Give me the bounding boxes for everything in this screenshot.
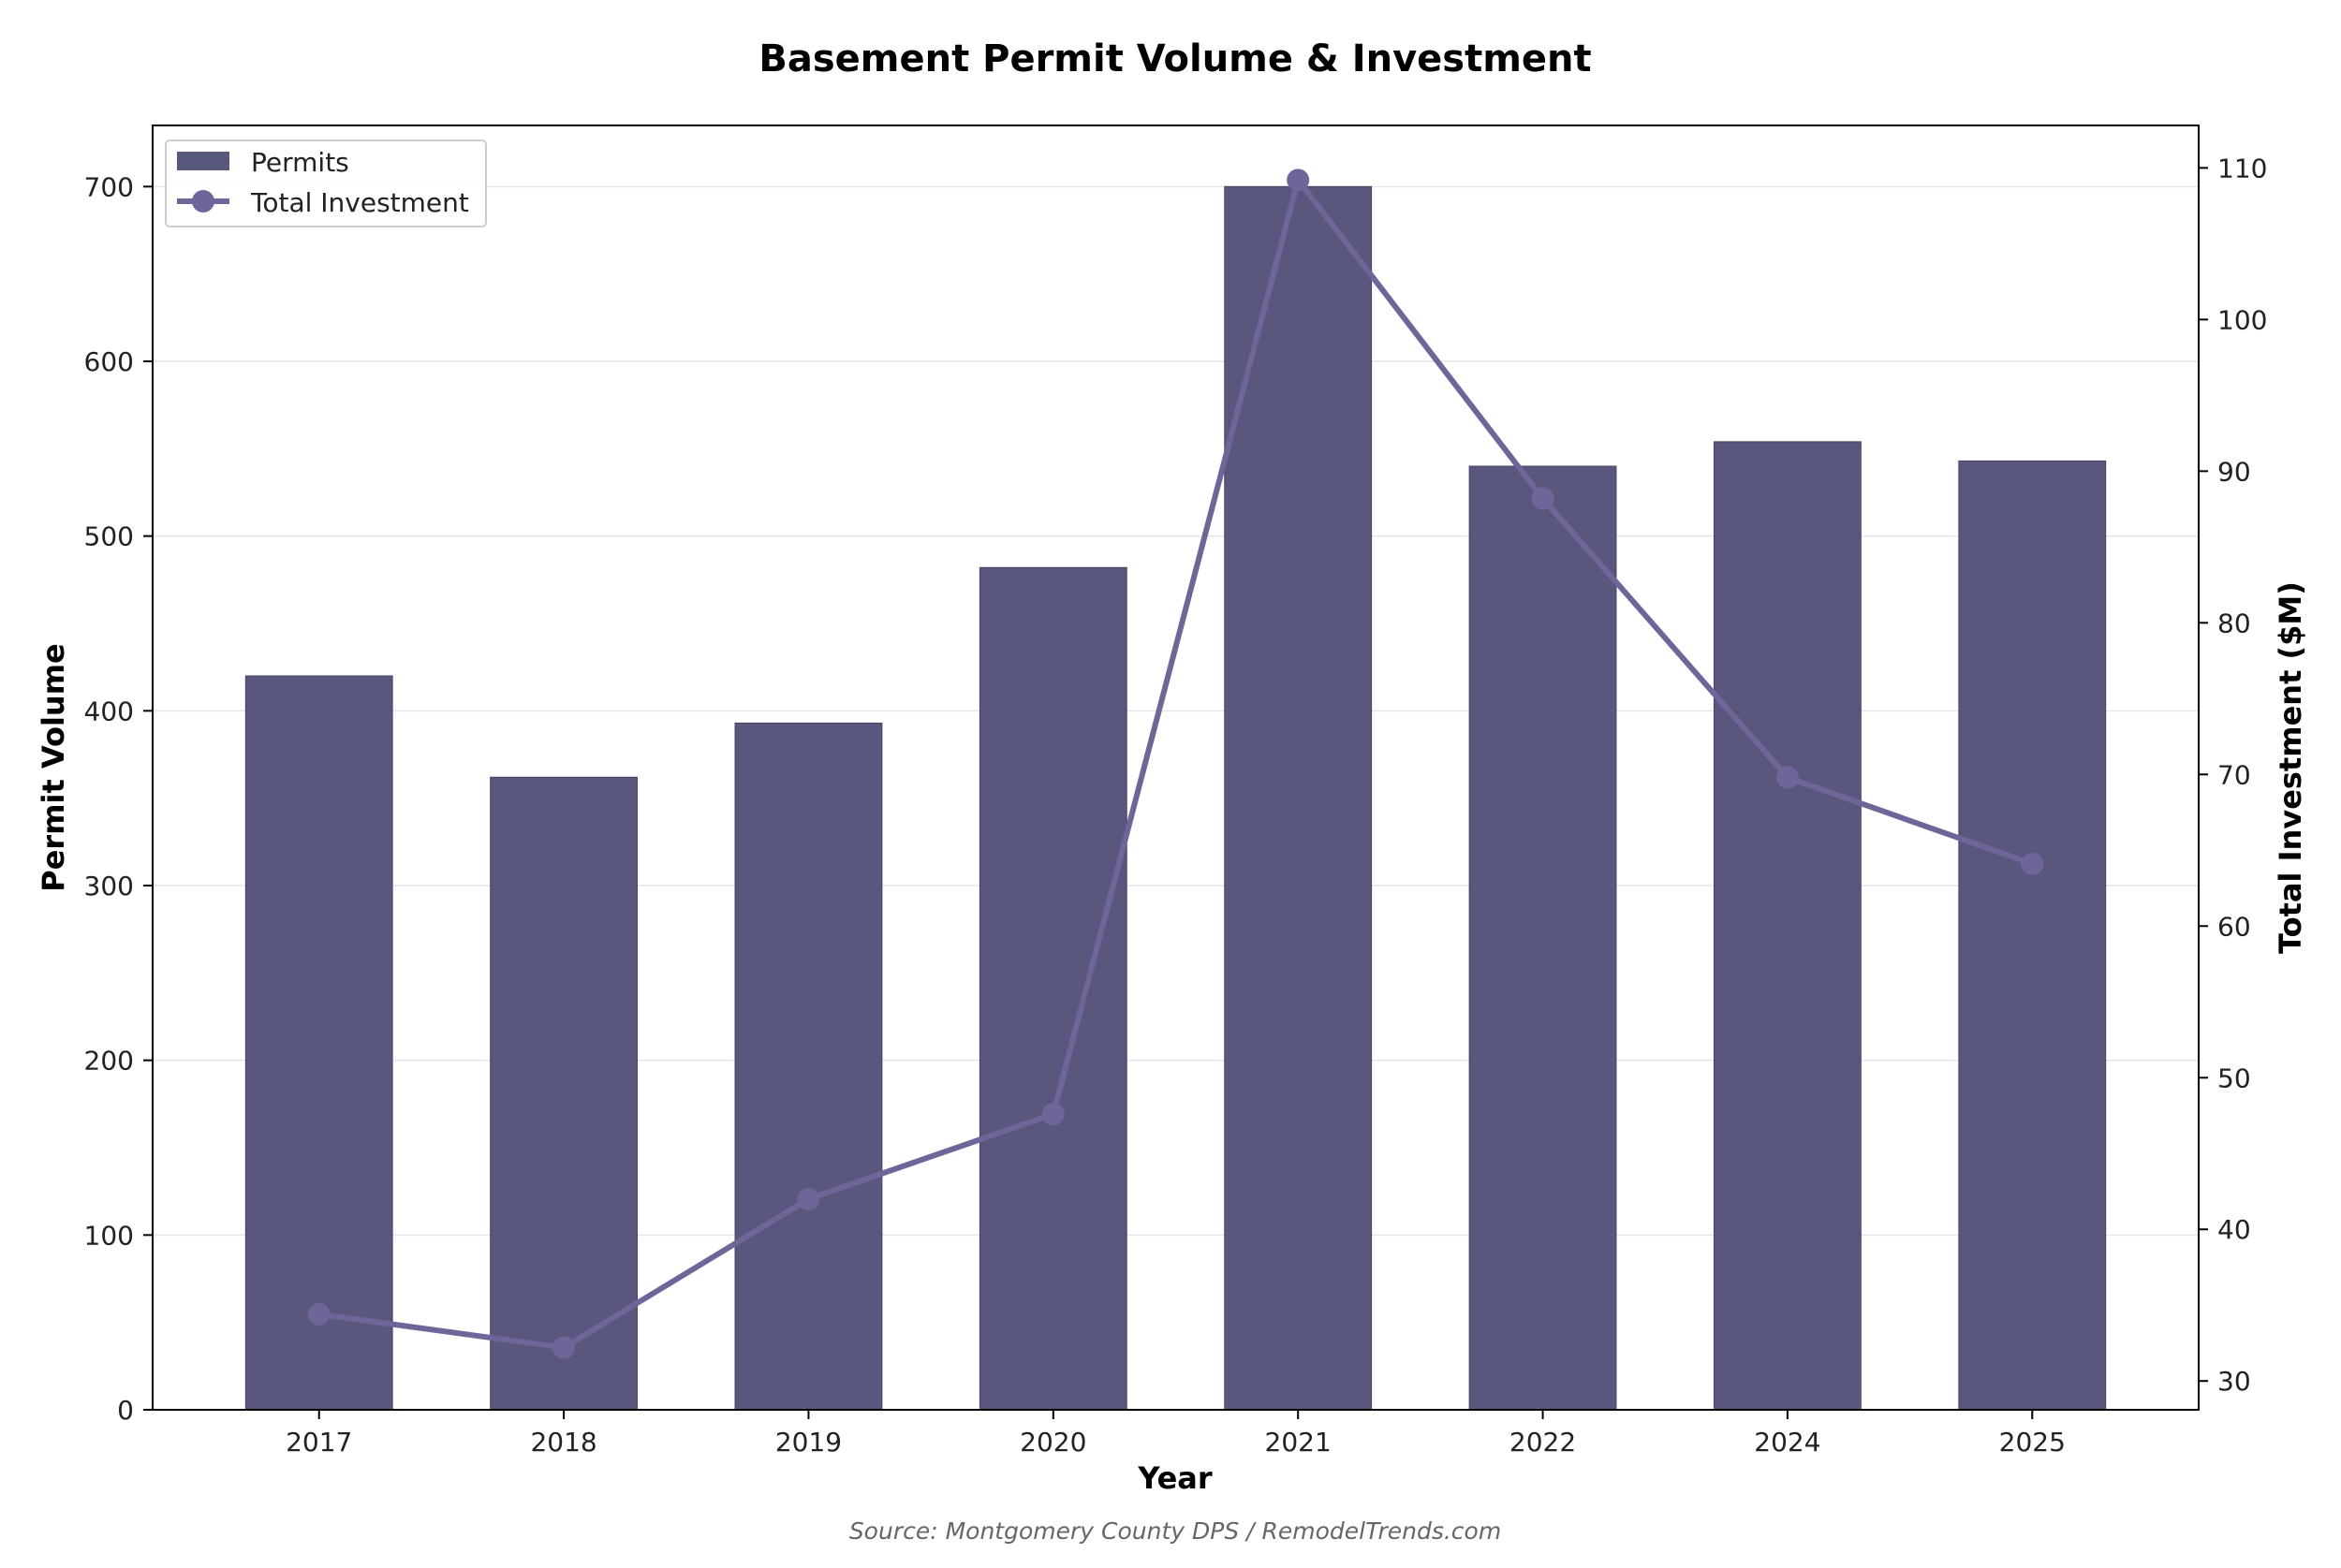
y-axis-label: Permit Volume <box>36 643 71 891</box>
y-tick-label: 500 <box>84 521 134 552</box>
bar-permits-2019 <box>734 722 883 1411</box>
line-layer <box>307 169 2044 1359</box>
legend: Permits Total Investment <box>165 139 487 227</box>
bar-permits-2018 <box>490 776 638 1411</box>
point-investment-2025 <box>2021 852 2044 875</box>
point-investment-2022 <box>1531 487 1554 510</box>
y2-axis-label: Total Investment ($M) <box>2273 581 2308 954</box>
x-axis-label: Year <box>1137 1460 1213 1496</box>
x-tick-label: 2025 <box>1999 1427 2066 1458</box>
legend-permits-label: Permits <box>251 147 349 178</box>
y2-tick-label: 50 <box>2217 1062 2251 1093</box>
legend-permits-swatch <box>177 152 229 170</box>
y-tick-label: 300 <box>84 871 134 901</box>
legend-box <box>165 139 487 227</box>
plot-frame <box>152 125 2200 1411</box>
point-investment-2018 <box>552 1336 576 1359</box>
bar-permits-2024 <box>1714 441 1862 1411</box>
x-tick-label: 2024 <box>1754 1427 1820 1458</box>
legend-investment-marker <box>192 190 214 212</box>
y-tick-label: 200 <box>84 1046 134 1077</box>
y-tick-label: 400 <box>84 696 134 726</box>
point-investment-2017 <box>307 1302 331 1326</box>
y2-tick-label: 80 <box>2217 608 2251 638</box>
grid-layer <box>153 185 2199 1411</box>
point-investment-2020 <box>1041 1103 1065 1126</box>
y2-tick-label: 60 <box>2217 911 2251 942</box>
point-investment-2024 <box>1775 766 1799 789</box>
y2-tick-label: 40 <box>2217 1214 2251 1245</box>
x-tick-label: 2018 <box>530 1427 596 1458</box>
y2-tick-label: 70 <box>2217 759 2251 790</box>
bar-permits-2022 <box>1468 465 1617 1411</box>
bar-permits-2025 <box>1958 460 2107 1411</box>
y2-tick-label: 110 <box>2217 153 2267 183</box>
point-investment-2019 <box>797 1187 820 1210</box>
x-tick-label: 2021 <box>1265 1427 1332 1458</box>
x-tick-label: 2019 <box>775 1427 842 1458</box>
chart-title: Basement Permit Volume & Investment <box>758 37 1591 81</box>
x-tick-label: 2022 <box>1509 1427 1576 1458</box>
bar-permits-2021 <box>1224 185 1373 1411</box>
ticks-layer: 0 100 200 300 400 500 600 700 30 40 50 60 70 80 90 100 1… <box>84 153 2268 1458</box>
bar-permits-2020 <box>979 566 1127 1411</box>
y-tick-label: 600 <box>84 346 134 377</box>
y-tick-label: 0 <box>117 1395 134 1426</box>
bar-permits-2017 <box>244 675 393 1411</box>
x-tick-label: 2017 <box>286 1427 352 1458</box>
x-tick-label: 2020 <box>1020 1427 1086 1458</box>
y-tick-label: 100 <box>84 1220 134 1251</box>
legend-investment-label: Total Investment <box>250 187 469 218</box>
source-note: Source: Montgomery County DPS / RemodelT… <box>849 1517 1501 1545</box>
line-total-investment <box>316 177 2036 1351</box>
y-tick-label: 700 <box>84 171 134 202</box>
bars-layer <box>244 185 2107 1411</box>
y2-tick-label: 100 <box>2217 304 2267 335</box>
point-investment-2021 <box>1287 169 1310 192</box>
y2-tick-label: 90 <box>2217 456 2251 487</box>
y2-tick-label: 30 <box>2217 1366 2251 1397</box>
